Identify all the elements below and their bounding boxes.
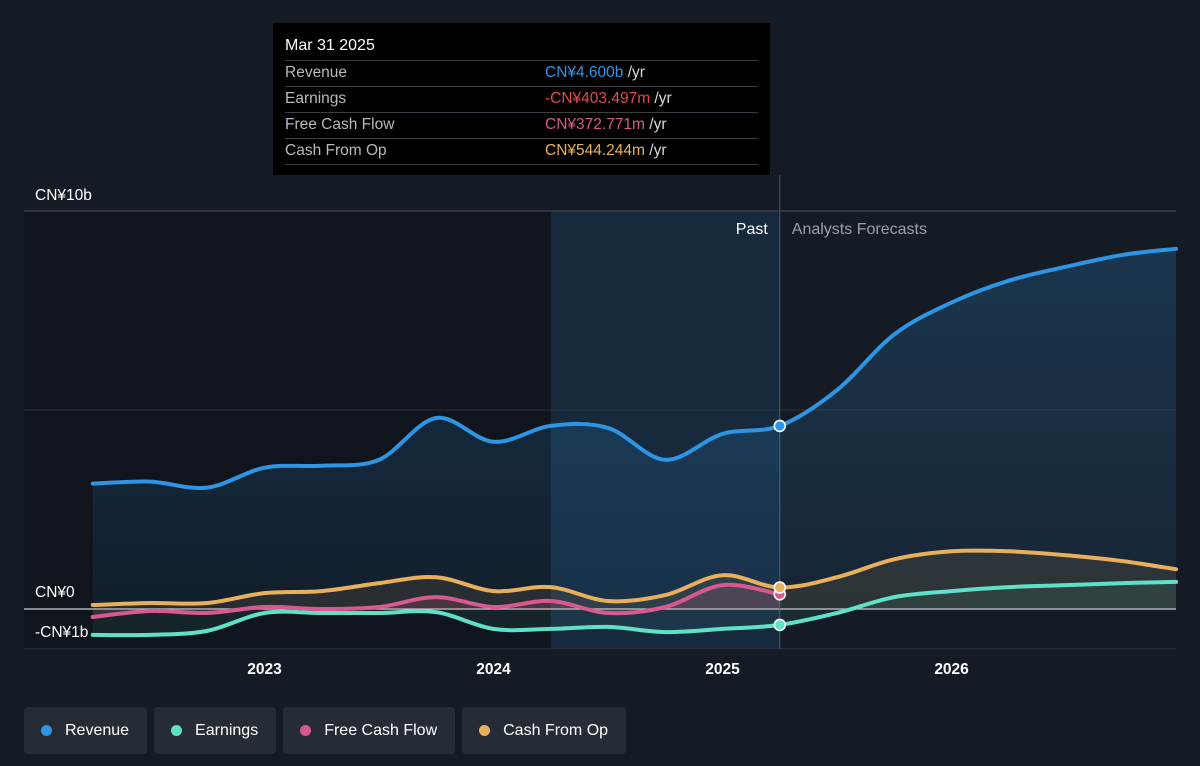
text-layer: CN¥10b CN¥0 -CN¥1b 2023 2024 2025 2026 Past Anal… — [35, 187, 969, 678]
tooltip-value: CN¥372.771m /yr — [545, 116, 667, 133]
tooltip: Mar 31 2025 Revenue CN¥4.600b /yr Earnin… — [273, 23, 770, 175]
past-label: Past — [736, 221, 769, 238]
legend-label: Free Cash Flow — [324, 721, 438, 739]
tooltip-value: -CN¥403.497m /yr — [545, 90, 672, 107]
tooltip-row-earnings: Earnings -CN¥403.497m /yr — [285, 86, 758, 112]
x-tick-2026: 2026 — [934, 661, 969, 678]
point-earnings — [773, 618, 787, 632]
legend-item-revenue[interactable]: Revenue — [24, 707, 148, 754]
tooltip-label: Earnings — [285, 90, 347, 107]
legend-label: Cash From Op — [503, 721, 609, 739]
x-tick-2024: 2024 — [476, 661, 511, 678]
point-cash-from-op — [773, 581, 787, 594]
line-revenue — [90, 246, 1178, 491]
legend-item-earnings[interactable]: Earnings — [154, 707, 277, 754]
line-free-cash-flow — [90, 582, 782, 619]
area-earnings — [92, 581, 1177, 636]
legend-item-free-cash-flow[interactable]: Free Cash Flow — [283, 707, 456, 754]
legend-label: Earnings — [195, 721, 259, 739]
x-tick-2025: 2025 — [705, 661, 740, 678]
line-layer — [90, 246, 1178, 638]
tooltip-row-free-cash-flow: Free Cash Flow CN¥372.771m /yr — [285, 112, 758, 138]
line-cash-from-op — [90, 548, 1178, 607]
legend-dot-icon — [300, 725, 312, 736]
tooltip-value: CN¥4.600b /yr — [545, 64, 645, 81]
area-revenue — [92, 248, 1177, 610]
line-earnings — [90, 579, 1178, 638]
y-label-top: CN¥10b — [35, 187, 92, 204]
tooltip-row-cash-from-op: Cash From Op CN¥544.244m /yr — [285, 138, 758, 165]
tooltip-label: Cash From Op — [285, 142, 387, 159]
tooltip-row-revenue: Revenue CN¥4.600b /yr — [285, 60, 758, 86]
legend-label: Revenue — [65, 721, 130, 739]
tooltip-date: Mar 31 2025 — [285, 37, 375, 54]
y-label-zero: CN¥0 — [35, 584, 75, 601]
legend-item-cash-from-op[interactable]: Cash From Op — [462, 707, 627, 754]
forecast-label: Analysts Forecasts — [792, 221, 927, 238]
tooltip-label: Free Cash Flow — [285, 116, 395, 133]
tooltip-value: CN¥544.244m /yr — [545, 142, 667, 159]
legend-dot-icon — [171, 725, 183, 736]
legend: Revenue Earnings Free Cash Flow Cash Fro… — [24, 707, 627, 754]
marker-layer — [773, 419, 787, 632]
point-revenue — [773, 419, 787, 433]
y-label-neg: -CN¥1b — [35, 624, 88, 641]
tooltip-label: Revenue — [285, 64, 348, 81]
legend-dot-icon — [479, 725, 491, 736]
x-tick-2023: 2023 — [247, 661, 282, 678]
legend-dot-icon — [41, 725, 52, 736]
